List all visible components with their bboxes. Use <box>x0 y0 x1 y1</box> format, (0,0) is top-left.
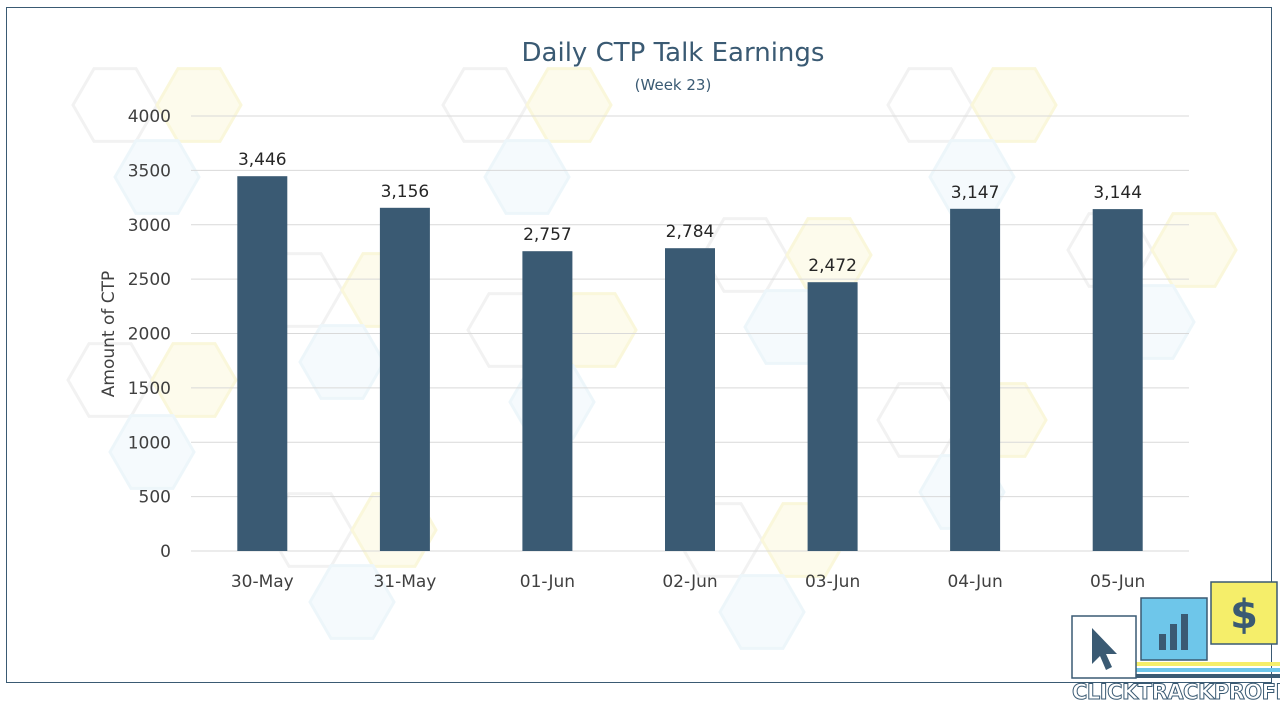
chart-frame <box>6 7 1272 683</box>
data-label: 3,144 <box>1093 183 1142 203</box>
bar <box>237 176 288 551</box>
x-tick-label: 03-Jun <box>805 572 860 592</box>
bar <box>1092 209 1143 551</box>
data-label: 3,156 <box>381 182 430 202</box>
chart-subtitle: (Week 23) <box>635 76 712 94</box>
x-tick-label: 04-Jun <box>947 572 1002 592</box>
watermark-cluster <box>441 67 613 215</box>
x-axis-tick-labels: 30-May 31-May 01-Jun 02-Jun 03-Jun 04-Jun 05-J… <box>231 572 1146 592</box>
data-label: 2,472 <box>808 256 857 276</box>
bar <box>950 208 1001 552</box>
y-tick-label: 1000 <box>128 433 171 453</box>
y-tick-label: 2000 <box>128 325 171 345</box>
logo-word-profit: PROFIT <box>1213 680 1280 705</box>
x-tick-label: 05-Jun <box>1090 572 1145 592</box>
clicktrackprofit-logo: $ <box>1071 581 1280 679</box>
bar <box>665 248 715 551</box>
bar <box>379 207 430 552</box>
logo-wordmark: CLICKTRACKPROFIT <box>1072 680 1280 705</box>
bar-chart-icon <box>1159 614 1188 650</box>
watermark-cluster <box>886 67 1058 215</box>
x-tick-label: 30-May <box>231 572 294 592</box>
x-tick-label: 02-Jun <box>662 572 717 592</box>
y-tick-label: 2500 <box>128 270 171 290</box>
y-tick-label: 3500 <box>128 161 171 181</box>
watermark-cluster <box>71 67 243 215</box>
svg-text:$: $ <box>1230 592 1258 638</box>
data-label: 3,147 <box>951 183 1000 203</box>
data-label: 2,784 <box>666 222 715 242</box>
bars <box>237 176 1143 552</box>
data-label: 3,446 <box>238 150 287 170</box>
data-label: 2,757 <box>523 225 572 245</box>
cursor-icon <box>1092 628 1117 670</box>
logo-word-click: CLICK <box>1072 680 1139 705</box>
y-axis-tick-labels: 0 500 1000 1500 2000 2500 3000 3500 4000 <box>128 107 171 562</box>
bar <box>522 251 573 551</box>
x-tick-label: 31-May <box>373 572 436 592</box>
logo-word-track: TRACK <box>1137 680 1214 705</box>
y-axis-label: Amount of CTP <box>99 271 119 398</box>
y-tick-label: 1500 <box>128 379 171 399</box>
data-labels: 3,446 3,156 2,757 2,784 2,472 3,147 3,144 <box>238 150 1142 276</box>
y-tick-label: 3000 <box>128 216 171 236</box>
x-tick-label: 01-Jun <box>520 572 575 592</box>
y-tick-label: 500 <box>139 488 171 508</box>
dollar-icon: $ <box>1230 592 1258 638</box>
bar <box>807 282 858 551</box>
y-tick-label: 4000 <box>128 107 171 127</box>
watermark-cluster <box>66 342 238 490</box>
y-tick-label: 0 <box>160 542 171 562</box>
chart-title: Daily CTP Talk Earnings <box>522 38 825 68</box>
